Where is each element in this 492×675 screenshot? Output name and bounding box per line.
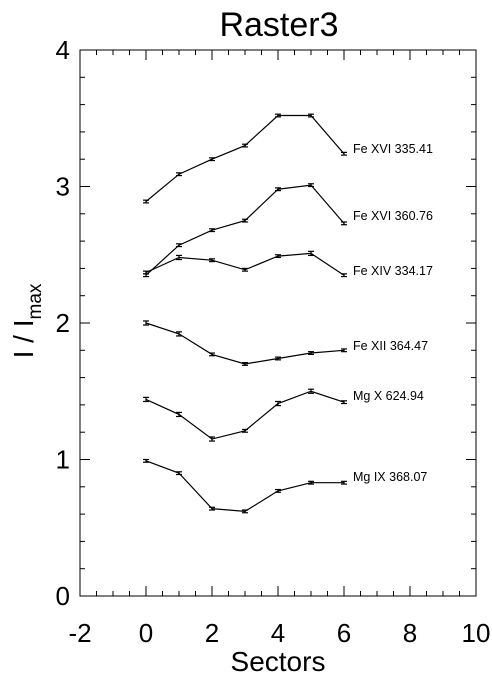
series-label: Fe XVI 360.76 bbox=[353, 209, 433, 223]
series-line bbox=[145, 322, 345, 365]
data-point bbox=[242, 267, 248, 272]
series-label: Fe XVI 335.41 bbox=[353, 142, 433, 156]
series-line bbox=[145, 252, 345, 276]
chart-title: Raster3 bbox=[219, 6, 338, 44]
series-line bbox=[145, 460, 344, 512]
y-axis-label-main: I / I bbox=[8, 320, 39, 359]
x-tick-label: 0 bbox=[139, 618, 153, 648]
y-axis-label: I / Imax bbox=[8, 283, 46, 358]
y-tick-label: 4 bbox=[56, 35, 70, 65]
y-axis-label-subscript: max bbox=[25, 283, 46, 319]
data-point bbox=[176, 243, 182, 248]
x-tick-label: 8 bbox=[403, 618, 417, 648]
data-point bbox=[275, 113, 281, 118]
data-point bbox=[275, 400, 281, 407]
data-point bbox=[209, 506, 215, 511]
data-point bbox=[308, 183, 314, 188]
data-point bbox=[308, 113, 314, 118]
data-point bbox=[242, 428, 248, 433]
x-tick-label: 2 bbox=[205, 618, 219, 648]
axis-ticks bbox=[79, 49, 477, 597]
x-tick-label: 10 bbox=[462, 618, 491, 648]
data-point bbox=[242, 143, 248, 148]
data-point bbox=[341, 151, 347, 156]
series-3: Fe XIV 334.17 bbox=[143, 250, 433, 278]
data-point bbox=[143, 320, 149, 326]
data-point bbox=[209, 157, 215, 162]
data-point bbox=[176, 331, 182, 337]
x-axis-label: Sectors bbox=[231, 646, 326, 675]
data-point bbox=[143, 270, 149, 275]
data-point bbox=[308, 388, 314, 394]
y-tick-label: 3 bbox=[56, 172, 70, 202]
series-6: Mg IX 368.07 bbox=[143, 458, 427, 514]
data-point bbox=[143, 199, 149, 204]
series-label: Mg X 624.94 bbox=[353, 389, 424, 403]
data-point bbox=[176, 172, 182, 177]
series-4: Fe XII 364.47 bbox=[143, 320, 428, 366]
data-point bbox=[176, 254, 182, 261]
data-point bbox=[242, 361, 248, 366]
data-point bbox=[209, 352, 215, 357]
data-point bbox=[209, 436, 215, 442]
data-point bbox=[242, 218, 248, 223]
series-layer: Fe XVI 335.41 Fe XVI 360.76 Fe XIV 334.17 F… bbox=[143, 113, 433, 514]
data-point bbox=[176, 471, 182, 476]
y-tick-label: 0 bbox=[56, 581, 70, 611]
data-point bbox=[275, 254, 281, 259]
x-tick-label: 6 bbox=[337, 618, 351, 648]
data-point bbox=[209, 228, 215, 233]
series-5: Mg X 624.94 bbox=[143, 388, 424, 442]
data-point bbox=[242, 509, 248, 514]
data-point bbox=[209, 258, 215, 263]
data-point bbox=[275, 488, 281, 493]
data-point bbox=[341, 348, 347, 353]
y-tick-label: 2 bbox=[56, 308, 70, 338]
data-point bbox=[308, 250, 314, 257]
x-tick-label: 4 bbox=[271, 618, 285, 648]
data-point bbox=[341, 480, 347, 485]
series-label: Fe XIV 334.17 bbox=[353, 264, 433, 278]
series-1: Fe XVI 335.41 bbox=[143, 113, 433, 204]
series-label: Fe XII 364.47 bbox=[353, 339, 428, 353]
series-label: Mg IX 368.07 bbox=[353, 470, 427, 484]
y-tick-labels: 0 1 2 3 4 bbox=[56, 35, 70, 611]
data-point bbox=[275, 356, 281, 361]
x-tick-labels: -2 0 2 4 6 8 10 bbox=[68, 618, 490, 648]
data-point bbox=[176, 411, 182, 418]
y-tick-label: 1 bbox=[56, 445, 70, 475]
data-point bbox=[143, 458, 149, 463]
series-2: Fe XVI 360.76 bbox=[143, 183, 433, 278]
series-line bbox=[145, 184, 345, 276]
data-point bbox=[143, 396, 149, 403]
data-point bbox=[341, 221, 347, 226]
data-point bbox=[275, 187, 281, 192]
data-point bbox=[308, 351, 314, 355]
data-point bbox=[341, 400, 347, 405]
x-tick-label: -2 bbox=[68, 618, 91, 648]
plot-frame bbox=[79, 49, 477, 597]
data-point bbox=[341, 273, 347, 278]
data-point bbox=[308, 480, 314, 485]
